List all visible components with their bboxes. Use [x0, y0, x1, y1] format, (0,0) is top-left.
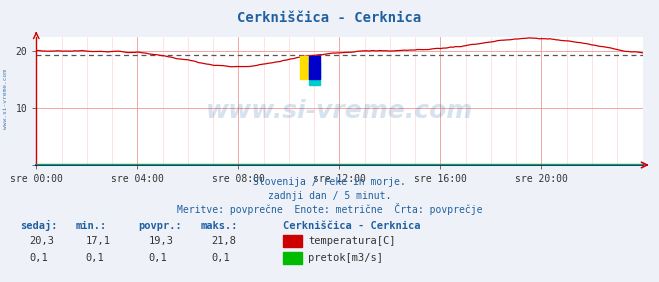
Text: 20,3: 20,3: [30, 236, 55, 246]
Text: 0,1: 0,1: [86, 253, 104, 263]
Text: Cerkniščica - Cerknica: Cerkniščica - Cerknica: [283, 221, 421, 231]
Text: sedaj:: sedaj:: [20, 220, 57, 231]
Text: www.si-vreme.com: www.si-vreme.com: [3, 69, 8, 129]
Text: 0,1: 0,1: [211, 253, 229, 263]
Bar: [300, 56, 311, 79]
Text: www.si-vreme.com: www.si-vreme.com: [206, 99, 473, 123]
Text: Meritve: povprečne  Enote: metrične  Črta: povprečje: Meritve: povprečne Enote: metrične Črta:…: [177, 203, 482, 215]
Text: 21,8: 21,8: [211, 236, 236, 246]
Text: 0,1: 0,1: [148, 253, 167, 263]
Text: povpr.:: povpr.:: [138, 221, 182, 231]
Text: pretok[m3/s]: pretok[m3/s]: [308, 253, 384, 263]
Text: Slovenija / reke in morje.: Slovenija / reke in morje.: [253, 177, 406, 187]
Bar: [309, 56, 320, 79]
Bar: [309, 62, 320, 85]
Text: temperatura[C]: temperatura[C]: [308, 236, 396, 246]
Text: 19,3: 19,3: [148, 236, 173, 246]
Text: 0,1: 0,1: [30, 253, 48, 263]
Text: Cerkniščica - Cerknica: Cerkniščica - Cerknica: [237, 11, 422, 25]
Text: zadnji dan / 5 minut.: zadnji dan / 5 minut.: [268, 191, 391, 201]
Text: 17,1: 17,1: [86, 236, 111, 246]
Text: min.:: min.:: [76, 221, 107, 231]
Text: maks.:: maks.:: [201, 221, 239, 231]
